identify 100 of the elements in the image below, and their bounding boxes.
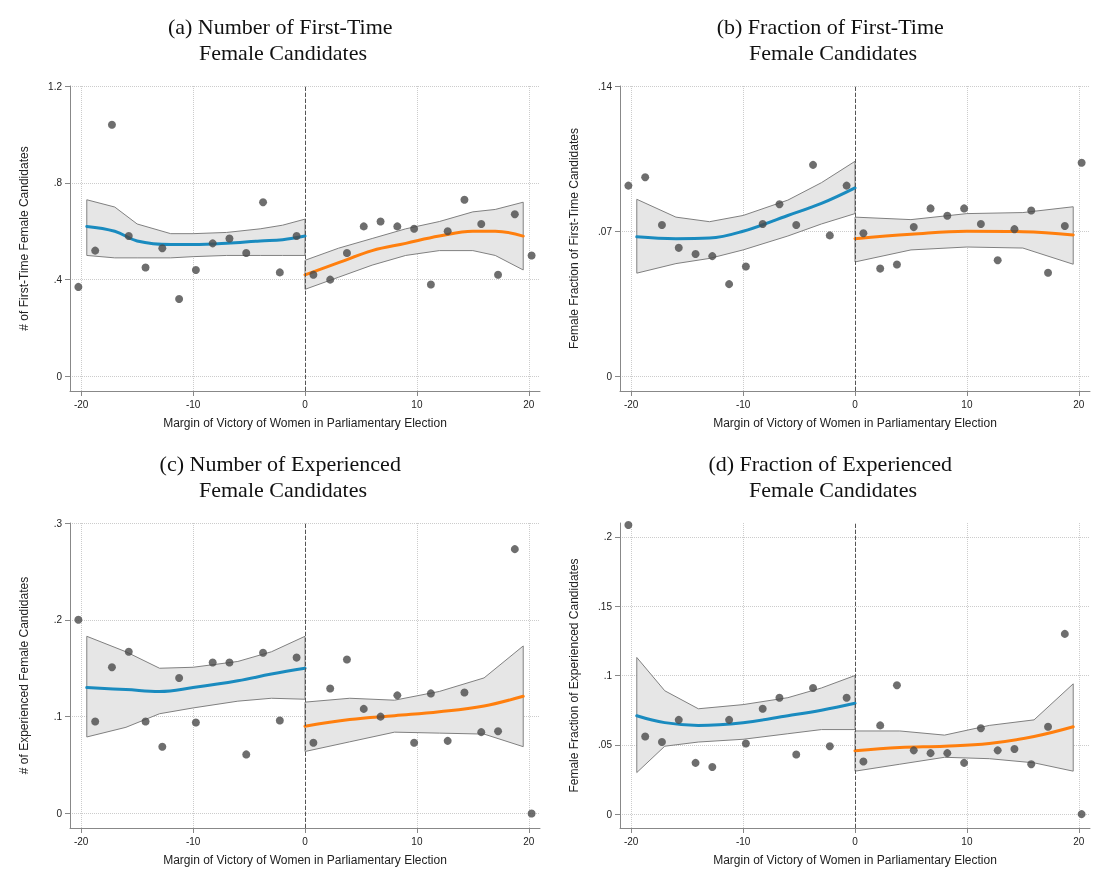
point xyxy=(842,181,851,190)
point xyxy=(410,224,419,233)
point xyxy=(124,647,133,656)
point xyxy=(708,763,717,771)
point xyxy=(91,717,100,726)
y-tick-label: .1 xyxy=(53,711,63,723)
point xyxy=(758,704,767,713)
chart-title: (c) Number of Experienced Female Candidates xyxy=(159,450,407,502)
y-tick-label: .05 xyxy=(598,739,613,751)
point xyxy=(510,210,519,219)
point xyxy=(859,757,868,766)
x-tick-label: -20 xyxy=(73,835,89,847)
point xyxy=(175,295,184,304)
x-tick-label: -10 xyxy=(185,835,201,847)
y-axis-title: Female Fraction of First-Time Candidates xyxy=(567,128,581,349)
point xyxy=(892,260,901,269)
point xyxy=(494,270,503,279)
x-tick-label: 20 xyxy=(523,835,535,847)
point xyxy=(393,691,402,700)
x-axis-title: Margin of Victory of Women in Parliamentary Election xyxy=(713,853,997,867)
point xyxy=(1027,206,1036,215)
point xyxy=(1060,222,1069,231)
point xyxy=(225,658,234,667)
x-tick-label: 20 xyxy=(523,398,535,410)
point xyxy=(124,232,133,241)
point xyxy=(259,198,268,207)
point xyxy=(1077,158,1086,167)
point xyxy=(443,736,452,745)
point xyxy=(510,545,519,554)
y-tick-label: .8 xyxy=(53,177,63,189)
line-series xyxy=(303,694,525,728)
line-series xyxy=(853,229,1075,241)
point xyxy=(393,222,402,231)
x-tick-label: 0 xyxy=(852,398,859,410)
point xyxy=(1010,744,1019,753)
point xyxy=(842,693,851,702)
line-series xyxy=(85,224,307,247)
point xyxy=(376,712,385,721)
point xyxy=(909,746,918,755)
point xyxy=(741,262,750,271)
point xyxy=(460,195,469,204)
point xyxy=(208,239,217,248)
point xyxy=(691,758,700,767)
point xyxy=(359,704,368,713)
point xyxy=(691,250,700,259)
point xyxy=(1060,629,1069,638)
line-series xyxy=(303,229,525,277)
point xyxy=(359,222,368,231)
point xyxy=(943,749,952,758)
point xyxy=(342,249,351,258)
x-tick-label: -10 xyxy=(735,398,751,410)
point xyxy=(208,658,217,667)
point xyxy=(926,204,935,213)
point xyxy=(1044,722,1053,731)
point xyxy=(326,684,335,693)
x-tick-label: 20 xyxy=(1073,398,1085,410)
point xyxy=(175,673,184,682)
chart-title: (d) Fraction of Experienced Female Candidates xyxy=(708,450,958,502)
point xyxy=(1027,760,1036,769)
point xyxy=(91,246,100,255)
point xyxy=(460,688,469,697)
y-tick-label: 0 xyxy=(606,808,613,820)
point xyxy=(242,249,251,258)
point xyxy=(708,252,717,261)
point xyxy=(477,728,486,737)
point xyxy=(275,716,284,725)
y-tick-label: .2 xyxy=(603,531,613,543)
x-axis-title: Margin of Victory of Women in Parliamentary Election xyxy=(163,853,447,867)
point xyxy=(909,223,918,232)
point xyxy=(107,120,116,129)
point xyxy=(674,715,683,724)
point xyxy=(426,280,435,289)
x-tick-label: 10 xyxy=(411,398,423,410)
point xyxy=(809,160,818,169)
point xyxy=(775,200,784,209)
x-tick-label: -10 xyxy=(735,835,751,847)
point xyxy=(976,219,985,228)
x-axis-title: Margin of Victory of Women in Parliamentary Election xyxy=(163,416,447,430)
x-tick-label: 0 xyxy=(302,398,309,410)
x-tick-label: -20 xyxy=(73,398,89,410)
point xyxy=(259,648,268,657)
point xyxy=(943,211,952,220)
point xyxy=(825,742,834,751)
y-tick-label: .3 xyxy=(53,517,63,529)
point xyxy=(792,221,801,230)
point xyxy=(309,738,318,747)
point xyxy=(960,204,969,213)
line-series xyxy=(85,666,307,693)
y-axis-title: Female Fraction of Experienced Candidates xyxy=(567,558,581,793)
point xyxy=(624,520,633,529)
y-axis-title: # of First-Time Female Candidates xyxy=(17,146,31,331)
point xyxy=(809,683,818,692)
point xyxy=(775,693,784,702)
point xyxy=(876,721,885,730)
point xyxy=(527,809,536,818)
point xyxy=(477,219,486,228)
point xyxy=(792,750,801,759)
chart-title: (a) Number of First-Time Female Candidates xyxy=(167,13,399,65)
point xyxy=(527,251,536,260)
x-tick-label: 10 xyxy=(411,835,423,847)
